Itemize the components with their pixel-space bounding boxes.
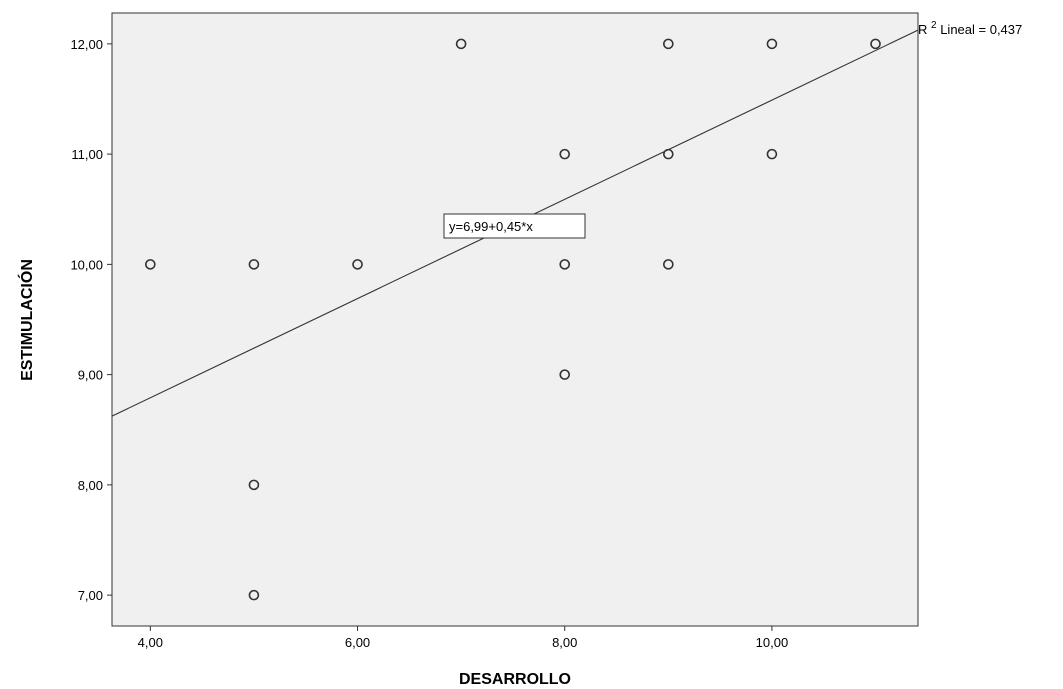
scatter-point: [766, 38, 778, 50]
r2-label: R 2 Lineal = 0,437: [918, 16, 1022, 37]
y-tick-label: 9,00: [78, 368, 103, 383]
x-tick-label: 6,00: [345, 635, 370, 650]
equation-label: y=6,99+0,45*x: [443, 213, 586, 239]
scatter-point: [559, 259, 571, 270]
y-axis-title: ESTIMULACIÓN: [17, 259, 36, 381]
scatter-point: [663, 38, 674, 50]
y-tick-label: 7,00: [78, 588, 103, 603]
x-tick-label: 10,00: [756, 635, 789, 650]
x-tick-label: 8,00: [552, 635, 577, 650]
scatter-point: [559, 148, 571, 160]
scatter-point: [248, 589, 260, 601]
x-axis-title: DESARROLLO: [459, 671, 571, 688]
y-tick-label: 11,00: [71, 147, 103, 162]
scatter-point: [663, 148, 674, 160]
scatter-point: [663, 259, 674, 270]
scatter-point: [870, 38, 881, 50]
scatter-point: [248, 259, 260, 270]
plot-area: [111, 12, 919, 627]
scatter-point: [145, 259, 156, 270]
r2-label-prefix: R: [918, 22, 927, 37]
equation-label-box: [443, 213, 586, 239]
r2-label-suffix: Lineal = 0,437: [940, 22, 1022, 37]
equation-label-text: y=6,99+0,45*x: [449, 219, 533, 234]
x-tick-label: 4,00: [138, 635, 163, 650]
r2-label-sup: 2: [931, 20, 937, 31]
y-tick-label: 12,00: [70, 37, 103, 52]
y-tick-label: 10,00: [70, 257, 103, 272]
scatter-point: [766, 148, 778, 160]
y-tick-label: 8,00: [78, 478, 103, 493]
scatter-point: [455, 38, 467, 50]
scatter-point: [352, 259, 363, 270]
scatter-point: [559, 369, 571, 380]
scatter-point: [248, 479, 260, 491]
